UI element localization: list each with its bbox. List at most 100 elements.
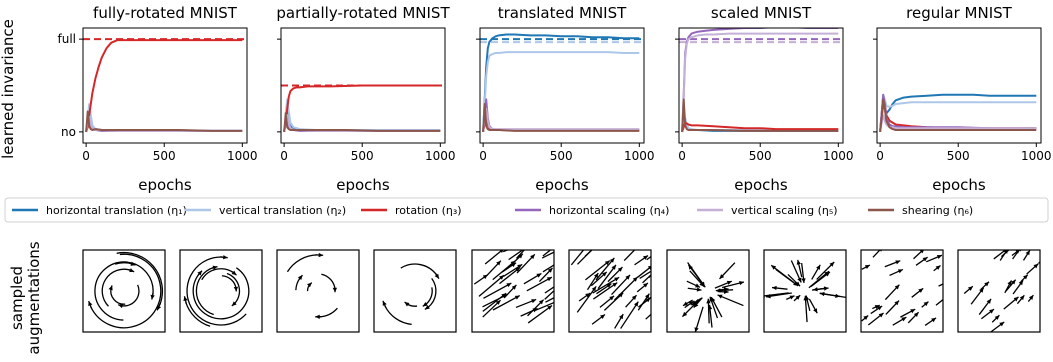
sample-frame xyxy=(373,249,457,333)
arrow-head xyxy=(711,297,716,303)
arrow-head xyxy=(771,265,777,270)
arrow-head xyxy=(994,315,1000,320)
sample-arrows xyxy=(963,250,1040,332)
x-tick-label: 1000 xyxy=(227,149,258,163)
arrow-head xyxy=(1023,274,1028,280)
sample-4-rotation xyxy=(373,249,457,333)
arrow-head xyxy=(496,260,501,266)
x-tick-label: 500 xyxy=(749,149,772,163)
arrow-shaft xyxy=(1012,250,1020,260)
sample-arrows xyxy=(183,255,250,327)
arrow-head xyxy=(212,265,218,270)
series-line-shear xyxy=(879,98,1037,133)
arrow-head xyxy=(150,294,155,300)
sample-arrows xyxy=(681,262,745,332)
panel-4: scaled MNIST 0 500 1000 epochs xyxy=(675,4,854,194)
arrow-head xyxy=(601,271,607,277)
arrow-shaft xyxy=(717,294,744,307)
sample-arrows xyxy=(88,252,164,329)
arrow-head xyxy=(570,287,575,291)
arrow-shaft xyxy=(544,289,554,300)
rotation-arc xyxy=(400,263,438,276)
arrow-head xyxy=(618,292,624,298)
arrow-head xyxy=(645,293,650,299)
arrow-shaft xyxy=(502,250,510,253)
rotation-arc xyxy=(192,267,250,320)
sample-8-scaling xyxy=(763,249,847,333)
arrow-head xyxy=(936,254,942,260)
arrow-shaft xyxy=(764,292,789,297)
panel-1: fully-rotated MNIST 0 500 1000 epochs no full xyxy=(58,4,258,194)
rotation-arc xyxy=(384,305,412,326)
arrow-head xyxy=(1025,250,1030,256)
arrow-head xyxy=(695,283,701,288)
arrow-head xyxy=(910,309,916,314)
rotation-arc xyxy=(286,254,318,273)
arrow-head xyxy=(558,299,563,303)
arrow-head xyxy=(717,294,723,299)
x-axis-label: epochs xyxy=(138,176,192,194)
series-line-shear xyxy=(283,112,441,133)
arrow-shaft xyxy=(935,298,943,306)
arrow-head xyxy=(726,280,732,285)
arrow-head xyxy=(918,288,924,293)
arrow-shaft xyxy=(508,250,524,261)
rotation-arc xyxy=(319,307,338,318)
arrow-shaft xyxy=(492,295,521,311)
arrow-head xyxy=(683,301,689,306)
arrow-shaft xyxy=(641,296,651,305)
arrow-head xyxy=(515,267,521,272)
panel-title: scaled MNIST xyxy=(711,4,812,22)
x-axis-label: epochs xyxy=(734,176,788,194)
arrow-head xyxy=(510,260,516,266)
rotation-arc xyxy=(94,261,154,321)
sample-10-regular xyxy=(957,249,1041,333)
series-group xyxy=(879,93,1037,133)
arrow-head xyxy=(499,275,504,280)
x-tick-label: 500 xyxy=(153,149,176,163)
arrow-shaft xyxy=(595,257,615,281)
arrow-head xyxy=(945,294,950,299)
legend-label: vertical scaling (η₅) xyxy=(731,204,838,217)
arrow-head xyxy=(694,327,699,332)
arrow-head xyxy=(527,243,532,247)
arrow-shaft xyxy=(482,292,507,312)
series-line-v_trans xyxy=(85,103,243,133)
legend: horizontal translation (η₁) vertical tran… xyxy=(4,197,1049,223)
legend-item-v_scale: vertical scaling (η₅) xyxy=(697,204,838,217)
arrow-head xyxy=(197,270,203,276)
panel-3: translated MNIST 0 500 1000 epochs xyxy=(476,4,655,194)
arrow-head xyxy=(824,271,830,276)
arrow-head xyxy=(643,255,649,260)
arrow-head xyxy=(108,285,113,291)
arrow-head xyxy=(935,265,941,270)
arrow-head xyxy=(604,260,610,266)
x-axis-label: epochs xyxy=(535,176,589,194)
arrow-head xyxy=(719,274,725,279)
arrow-head xyxy=(318,252,324,258)
arrow-head xyxy=(999,321,1005,327)
arrow-shaft xyxy=(592,282,618,300)
arrow-head xyxy=(609,295,615,301)
sample-frame xyxy=(179,249,263,333)
arrow-shaft xyxy=(938,283,943,287)
x-tick-label: 0 xyxy=(876,149,884,163)
sample-frame xyxy=(860,249,944,333)
arrow-head xyxy=(643,282,648,288)
arrow-head xyxy=(1018,280,1024,286)
series-line-shear xyxy=(85,110,243,132)
arrow-shaft xyxy=(597,264,617,290)
arrow-head xyxy=(585,293,591,298)
arrow-head xyxy=(586,241,591,246)
sample-arrows xyxy=(861,250,950,327)
arrow-shaft xyxy=(620,301,639,329)
arrow-head xyxy=(297,275,303,281)
arrow-head xyxy=(772,285,777,291)
panel-5: regular MNIST 0 500 1000 epochs xyxy=(873,4,1052,194)
arrow-head xyxy=(88,301,93,307)
series-line-h_trans xyxy=(283,107,441,133)
arrow-head xyxy=(682,311,688,317)
legend-item-h_trans: horizontal translation (η₁) xyxy=(12,204,187,217)
series-line-v_trans xyxy=(283,98,441,132)
arrow-head xyxy=(967,286,973,291)
